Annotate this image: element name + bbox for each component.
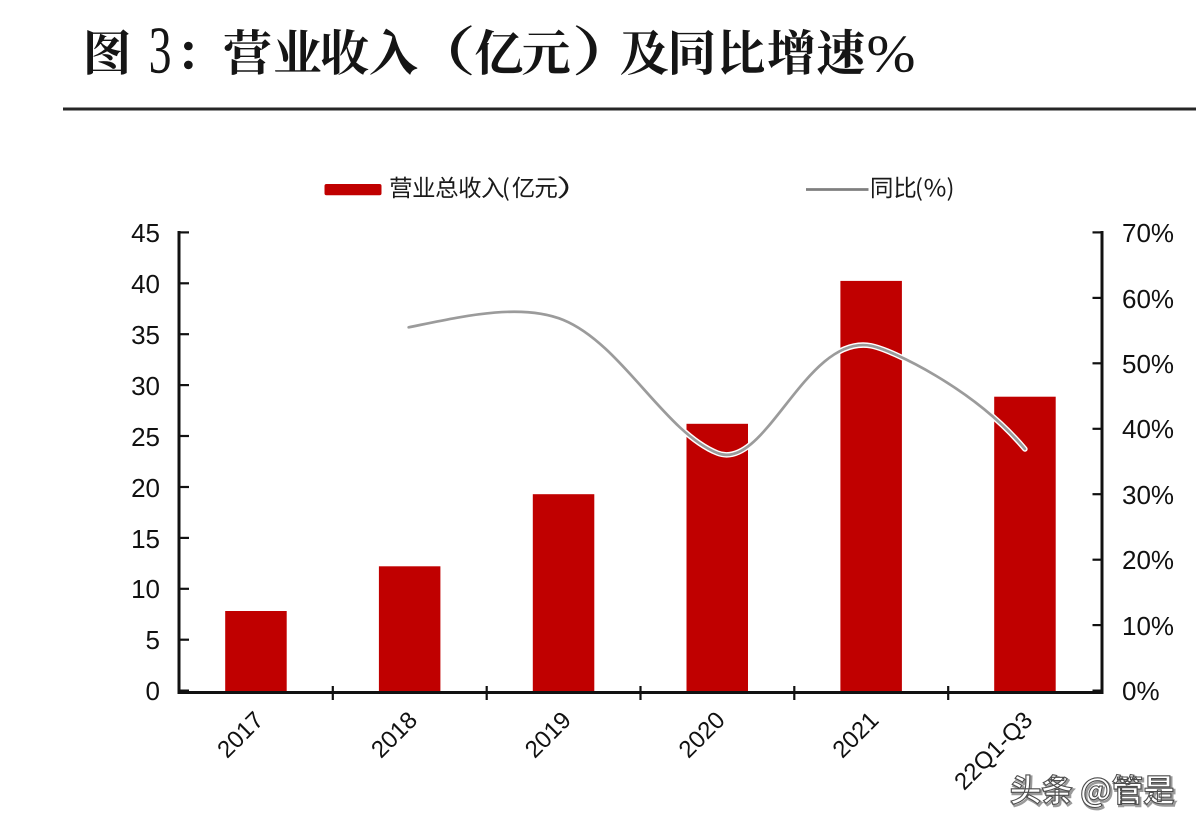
svg-text:2018: 2018 [366,707,423,764]
svg-text:2019: 2019 [520,707,577,764]
svg-text:2020: 2020 [674,707,731,764]
svg-text:2017: 2017 [212,707,269,764]
svg-text:2021: 2021 [827,707,884,764]
